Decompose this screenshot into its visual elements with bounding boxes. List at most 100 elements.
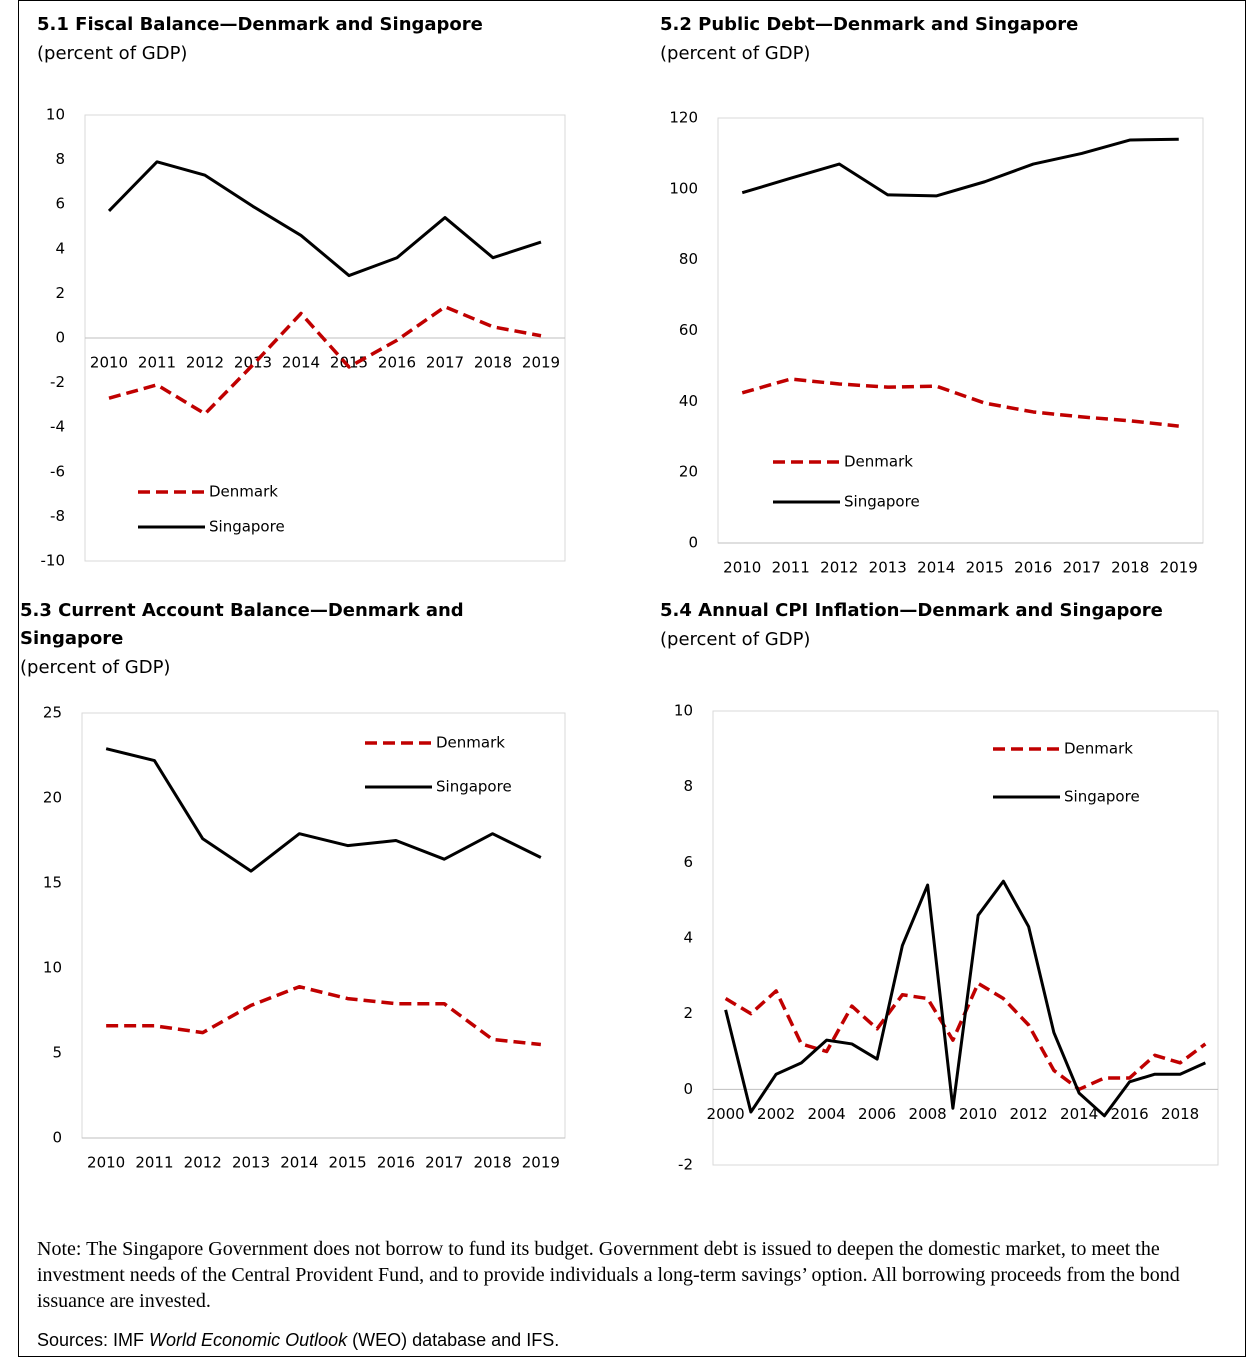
x-tick-label: 2013: [869, 559, 907, 577]
legend-label: Denmark: [436, 734, 505, 752]
legend-label: Denmark: [1064, 740, 1133, 758]
x-tick-label: 2010: [90, 354, 128, 372]
x-tick-label: 2017: [426, 354, 464, 372]
x-tick-label: 2011: [135, 1154, 173, 1172]
x-tick-label: 2016: [1111, 1105, 1149, 1123]
plot-area: [717, 117, 1204, 544]
x-tick-label: 2018: [1161, 1105, 1199, 1123]
y-tick-label: 20: [679, 463, 698, 481]
y-tick-label: 2: [55, 284, 65, 302]
y-tick-label: -6: [50, 462, 65, 480]
y-tick-label: 10: [46, 106, 65, 124]
y-tick-label: 8: [683, 777, 693, 795]
x-tick-label: 2018: [474, 354, 512, 372]
series-line: [106, 984, 542, 1047]
y-tick-label: 6: [683, 853, 693, 871]
series-line: [724, 981, 1207, 1092]
x-tick-label: 2010: [959, 1105, 997, 1123]
chart-subtitle: (percent of GDP): [660, 629, 811, 650]
legend-label: Singapore: [1064, 788, 1140, 806]
x-tick-label: 2014: [282, 354, 320, 372]
x-tick-label: 2002: [757, 1105, 795, 1123]
x-tick-label: 2013: [232, 1154, 270, 1172]
x-tick-label: 2019: [522, 354, 560, 372]
y-tick-label: 100: [669, 179, 698, 197]
y-tick-label: 80: [679, 250, 698, 268]
sources-text: Sources: IMF: [37, 1330, 150, 1350]
y-tick-label: 25: [43, 704, 62, 722]
sources-text: (WEO) database and IFS.: [347, 1330, 560, 1350]
x-tick-label: 2006: [858, 1105, 896, 1123]
panel-head: 5.2 Public Debt—Denmark and Singapore (p…: [660, 11, 1240, 69]
x-tick-label: 2015: [966, 559, 1004, 577]
plot-area: [712, 710, 1219, 1166]
x-tick-label: 2012: [184, 1154, 222, 1172]
y-tick-label: 6: [55, 195, 65, 213]
chart-subtitle: (percent of GDP): [37, 43, 188, 64]
legend-label: Singapore: [844, 493, 920, 511]
x-tick-label: 2013: [234, 354, 272, 372]
chart-title: 5.4 Annual CPI Inflation—Denmark and Sin…: [660, 600, 1163, 621]
x-tick-label: 2012: [186, 354, 224, 372]
series-line: [105, 747, 542, 873]
y-tick-label: 0: [688, 534, 698, 552]
y-tick-label: -2: [678, 1156, 693, 1174]
y-tick-label: 10: [674, 702, 693, 720]
note: Note: The Singapore Government does not …: [37, 1238, 1180, 1312]
y-tick-label: 0: [55, 329, 65, 347]
legend-label: Singapore: [209, 518, 285, 536]
series-line: [741, 377, 1179, 428]
x-tick-label: 2014: [917, 559, 955, 577]
legend-label: Singapore: [436, 778, 512, 796]
legend-label: Denmark: [844, 453, 913, 471]
x-tick-label: 2017: [1063, 559, 1101, 577]
x-tick-label: 2019: [522, 1154, 560, 1172]
y-tick-label: 4: [55, 239, 65, 257]
x-tick-label: 2014: [1060, 1105, 1098, 1123]
y-tick-label: 2: [683, 1004, 693, 1022]
y-tick-label: 0: [52, 1129, 62, 1147]
series-line: [107, 160, 542, 278]
y-tick-label: 5: [52, 1044, 62, 1062]
x-tick-label: 2004: [808, 1105, 846, 1123]
x-tick-label: 2018: [1111, 559, 1149, 577]
sources: Sources: IMF World Economic Outlook (WEO…: [37, 1330, 559, 1351]
x-tick-label: 2018: [473, 1154, 511, 1172]
panel-head: 5.3 Current Account Balance—Denmark and …: [20, 597, 530, 683]
x-tick-label: 2008: [909, 1105, 947, 1123]
legend-label: Denmark: [209, 483, 278, 501]
series-line: [741, 137, 1179, 198]
y-tick-label: 40: [679, 392, 698, 410]
sources-title: World Economic Outlook: [149, 1330, 348, 1350]
y-tick-label: 10: [43, 959, 62, 977]
y-tick-label: 15: [43, 874, 62, 892]
x-tick-label: 2012: [1010, 1105, 1048, 1123]
x-tick-label: 2019: [1160, 559, 1198, 577]
series-line: [724, 879, 1206, 1118]
x-tick-label: 2011: [772, 559, 810, 577]
x-tick-label: 2014: [280, 1154, 318, 1172]
series-line: [108, 305, 542, 416]
y-tick-label: 0: [683, 1080, 693, 1098]
y-tick-label: -2: [50, 373, 65, 391]
x-tick-label: 2012: [820, 559, 858, 577]
y-tick-label: -10: [41, 552, 66, 570]
y-tick-label: 8: [55, 150, 65, 168]
x-tick-label: 2016: [1014, 559, 1052, 577]
y-tick-label: 60: [679, 321, 698, 339]
x-tick-label: 2017: [425, 1154, 463, 1172]
chart-title: 5.1 Fiscal Balance—Denmark and Singapore: [37, 14, 483, 35]
panel-head: 5.4 Annual CPI Inflation—Denmark and Sin…: [660, 597, 1244, 655]
x-tick-label: 2016: [378, 354, 416, 372]
x-tick-label: 2015: [330, 354, 368, 372]
x-tick-label: 2015: [329, 1154, 367, 1172]
x-tick-label: 2000: [707, 1105, 745, 1123]
y-tick-label: -8: [50, 507, 65, 525]
panel-head: 5.1 Fiscal Balance—Denmark and Singapore…: [37, 11, 597, 69]
x-tick-label: 2010: [87, 1154, 125, 1172]
chart-title: 5.2 Public Debt—Denmark and Singapore: [660, 14, 1079, 35]
y-tick-label: 4: [683, 929, 693, 947]
y-tick-label: 20: [43, 789, 62, 807]
